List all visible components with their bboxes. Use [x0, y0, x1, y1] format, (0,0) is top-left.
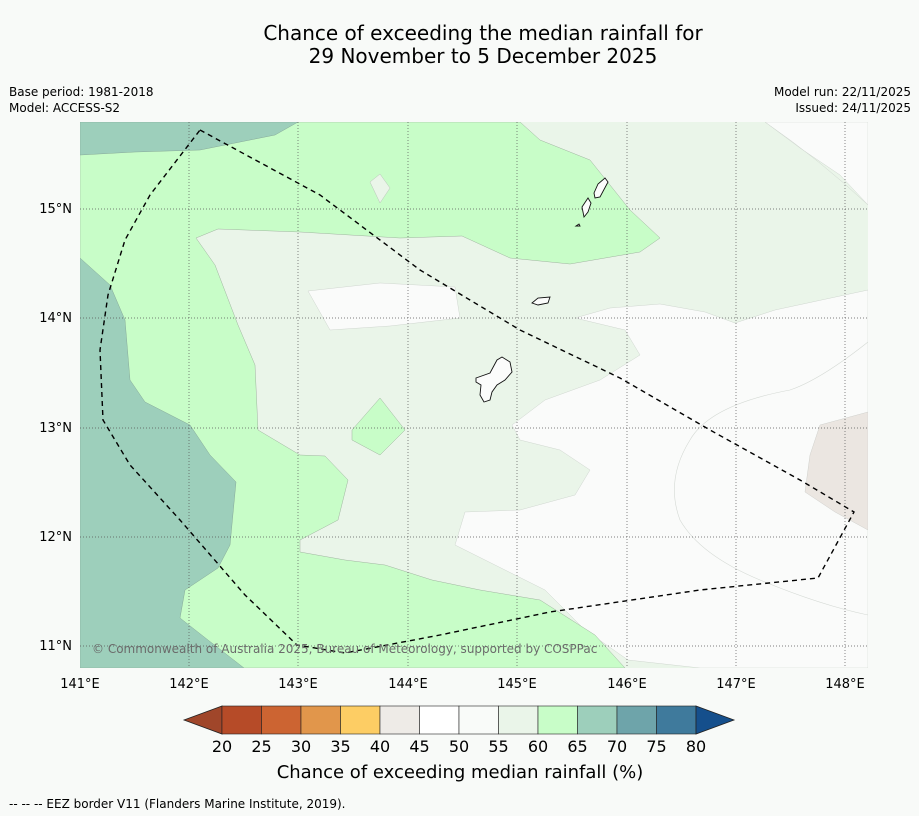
copyright-text: © Commonwealth of Australia 2025, Bureau…: [92, 642, 597, 656]
colorbar-swatch: [537, 705, 578, 735]
title-line-1: Chance of exceeding the median rainfall …: [263, 21, 703, 45]
map-title: Chance of exceeding the median rainfall …: [0, 22, 919, 68]
region-50-55-northeast: [764, 122, 868, 206]
region-65-70-north: [80, 122, 299, 156]
lon-label: 143°E: [278, 677, 318, 692]
model-run: Model run: 22/11/2025: [773, 85, 911, 99]
region-60-65-blob: [351, 397, 406, 456]
colorbar-tick-label: 75: [646, 737, 666, 756]
model-name: Model: ACCESS-S2: [9, 101, 121, 115]
rainfall-map-area: © Commonwealth of Australia 2025, Bureau…: [80, 122, 868, 668]
colorbar-tick-label: 55: [488, 737, 508, 756]
region-55-60-spot: [369, 173, 391, 204]
lat-label: 12°N: [39, 530, 72, 545]
colorbar-swatch: [419, 705, 460, 735]
lon-label: 144°E: [388, 677, 428, 692]
region-50-55-east: [454, 289, 868, 668]
island-aguijan: [574, 223, 581, 227]
meta-left: Base period: 1981-2018 Model: ACCESS-S2: [9, 84, 154, 116]
colorbar-tick-label: 45: [409, 737, 429, 756]
colorbar-tick-label: 20: [212, 737, 232, 756]
region-65-70-west: [80, 257, 245, 668]
lon-label: 147°E: [716, 677, 756, 692]
colorbar-tick-label: 25: [251, 737, 271, 756]
colorbar-swatch: [221, 705, 262, 735]
lat-label: 11°N: [39, 639, 72, 654]
island-saipan: [593, 177, 609, 199]
lon-label: 148°E: [825, 677, 865, 692]
lat-label: 13°N: [39, 421, 72, 436]
colorbar-extend-low: [182, 705, 223, 735]
colorbar-tick-label: 65: [567, 737, 587, 756]
longitude-labels: 141°E 142°E 143°E 144°E 145°E 146°E 147°…: [60, 677, 865, 692]
base-period: Base period: 1981-2018: [9, 85, 154, 99]
lon-label: 141°E: [60, 677, 100, 692]
region-40-45: [804, 411, 868, 531]
colorbar-tick-label: 50: [449, 737, 469, 756]
graticule: [80, 122, 868, 668]
latitude-labels: 15°N 14°N 13°N 12°N 11°N: [39, 202, 72, 654]
lon-label: 145°E: [497, 677, 537, 692]
colorbar-title: Chance of exceeding median rainfall (%): [277, 762, 644, 783]
lon-label: 142°E: [169, 677, 209, 692]
contour-line: [674, 341, 868, 616]
colorbar-extend-high: [695, 705, 736, 735]
colorbar-swatch: [379, 705, 420, 735]
colorbar-tick-label: 70: [607, 737, 627, 756]
colorbar-tick-label: 60: [528, 737, 548, 756]
eez-legend: -- -- -- EEZ border V11 (Flanders Marine…: [9, 797, 346, 811]
lat-label: 14°N: [39, 311, 72, 326]
colorbar-swatch: [458, 705, 499, 735]
meta-right: Model run: 22/11/2025 Issued: 24/11/2025: [774, 84, 911, 116]
colorbar-swatch: [616, 705, 657, 735]
island-guam: [475, 356, 513, 403]
colorbar-tick-label: 40: [370, 737, 390, 756]
colorbar-swatch: [261, 705, 302, 735]
colorbar-tick-label: 80: [686, 737, 706, 756]
colorbar-swatch: [498, 705, 539, 735]
islands: [475, 177, 609, 403]
colorbar-swatch: [577, 705, 618, 735]
island-rota: [531, 296, 551, 306]
colorbar-tick-label: 30: [291, 737, 311, 756]
issued-date: Issued: 24/11/2025: [795, 101, 911, 115]
eez-border: [99, 129, 855, 654]
colorbar-swatch: [656, 705, 697, 735]
lon-label: 146°E: [607, 677, 647, 692]
colorbar-swatch: [340, 705, 381, 735]
colorbar-swatch: [300, 705, 341, 735]
island-tinian: [581, 197, 592, 219]
colorbar: 20 25 30 35 40 45 50 55 60 65 70 75 80: [182, 705, 736, 756]
lat-label: 15°N: [39, 202, 72, 217]
colorbar-tick-label: 35: [330, 737, 350, 756]
title-line-2: 29 November to 5 December 2025: [308, 44, 658, 68]
